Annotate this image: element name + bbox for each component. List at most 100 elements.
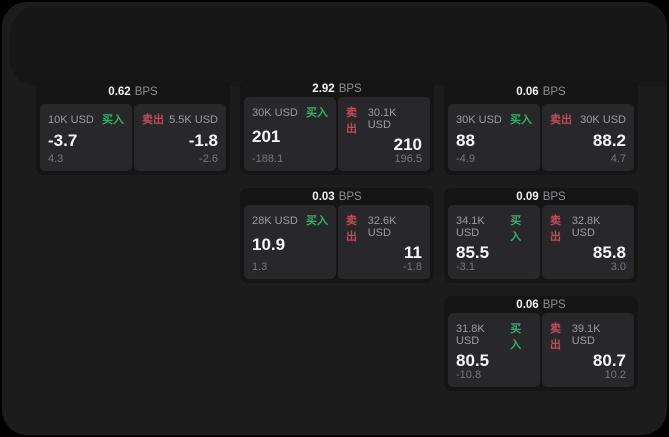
spread-header: 0.62 BPS xyxy=(36,80,230,104)
buy-tile-top: 30K USD 买入 xyxy=(252,104,328,120)
quote-panes: 30K USD 买入 88 -4.9 卖出 30K USD 88.2 4.7 xyxy=(444,104,638,175)
spread-unit: BPS xyxy=(338,82,362,95)
sell-tile-top: 卖出 30.1K USD xyxy=(346,104,422,136)
sell-price: 80.7 xyxy=(592,351,626,370)
sell-quote-tile[interactable]: 卖出 32.6K USD 11 -1.8 xyxy=(338,205,430,279)
spread-unit: BPS xyxy=(542,190,566,203)
sell-side-label: 卖出 xyxy=(550,114,572,126)
quote-card: 0.62 BPS 10K USD 买入 -3.7 4.3 卖出 5.5K USD… xyxy=(36,80,230,175)
buy-change: -10.8 xyxy=(456,369,482,381)
quote-card: 2.92 BPS 30K USD 买入 201 -188.1 卖出 30.1K … xyxy=(240,80,434,175)
buy-change: 1.3 xyxy=(252,261,268,273)
quote-card: 0.06 BPS 30K USD 买入 88 -4.9 卖出 30K USD 8… xyxy=(444,80,638,175)
spread-value: 2.92 xyxy=(312,82,335,95)
spread-unit: BPS xyxy=(338,190,362,203)
sell-side-label: 卖出 xyxy=(346,107,357,135)
buy-notional: 10K USD xyxy=(48,114,94,126)
buy-tile-top: 10K USD 买入 xyxy=(48,111,124,127)
sell-notional: 5.5K USD xyxy=(169,114,218,126)
buy-quote-tile[interactable]: 10K USD 买入 -3.7 4.3 xyxy=(40,104,132,171)
spread-value: 0.06 xyxy=(516,86,539,98)
spread-header: 0.06 BPS xyxy=(444,80,638,104)
buy-price: 85.5 xyxy=(456,243,490,262)
sell-change: -2.6 xyxy=(199,153,218,165)
quote-panes: 28K USD 买入 10.9 1.3 卖出 32.6K USD 11 -1.8 xyxy=(240,205,434,283)
buy-price: 80.5 xyxy=(456,351,490,370)
spread-header: 0.09 BPS xyxy=(444,188,638,205)
sell-price: 88.2 xyxy=(592,130,626,150)
buy-quote-tile[interactable]: 31.8K USD 买入 80.5 -10.8 xyxy=(448,313,540,387)
buy-change: -4.9 xyxy=(456,153,475,165)
buy-price: 88 xyxy=(456,130,475,150)
sell-tile-top: 卖出 30K USD xyxy=(550,111,626,127)
sell-tile-top: 卖出 32.8K USD xyxy=(550,212,626,244)
spread-value: 0.09 xyxy=(516,190,539,203)
spread-value: 0.06 xyxy=(516,298,539,311)
sell-notional: 30K USD xyxy=(580,114,626,126)
sell-notional: 32.6K USD xyxy=(367,215,397,239)
sell-change: 10.2 xyxy=(604,369,626,381)
spread-header: 2.92 BPS xyxy=(240,80,434,97)
sell-side-label: 卖出 xyxy=(550,215,561,243)
buy-tile-top: 30K USD 买入 xyxy=(456,111,532,127)
quote-panes: 10K USD 买入 -3.7 4.3 卖出 5.5K USD -1.8 -2.… xyxy=(36,104,230,175)
sell-quote-tile[interactable]: 卖出 30.1K USD 210 196.5 xyxy=(338,97,430,171)
quote-panes: 34.1K USD 买入 85.5 -3.1 卖出 32.8K USD 85.8… xyxy=(444,205,638,283)
spread-value: 0.03 xyxy=(312,190,335,203)
quote-card: 0.06 BPS 31.8K USD 买入 80.5 -10.8 卖出 39.1… xyxy=(444,296,638,391)
sell-tile-top: 卖出 39.1K USD xyxy=(550,320,626,352)
sell-notional: 39.1K USD xyxy=(571,323,601,347)
buy-quote-tile[interactable]: 28K USD 买入 10.9 1.3 xyxy=(244,205,336,279)
buy-side-label: 买入 xyxy=(510,323,522,351)
sell-price: 210 xyxy=(393,135,422,154)
buy-quote-tile[interactable]: 30K USD 买入 88 -4.9 xyxy=(448,104,540,171)
buy-side-label: 买入 xyxy=(306,215,328,227)
buy-notional: 30K USD xyxy=(456,114,502,126)
spread-unit: BPS xyxy=(134,86,158,98)
buy-side-label: 买入 xyxy=(510,114,532,126)
sell-notional: 32.8K USD xyxy=(571,215,601,239)
buy-price: 10.9 xyxy=(252,235,286,254)
sell-quote-tile[interactable]: 卖出 30K USD 88.2 4.7 xyxy=(542,104,634,171)
spread-header: 0.06 BPS xyxy=(444,296,638,313)
spread-value: 0.62 xyxy=(108,86,131,98)
sell-tile-top: 卖出 5.5K USD xyxy=(142,111,218,127)
sell-quote-tile[interactable]: 卖出 39.1K USD 80.7 10.2 xyxy=(542,313,634,387)
quote-panes: 31.8K USD 买入 80.5 -10.8 卖出 39.1K USD 80.… xyxy=(444,313,638,391)
spread-unit: BPS xyxy=(542,86,566,98)
top-shade xyxy=(10,6,667,86)
sell-price: 85.8 xyxy=(592,243,626,262)
sell-change: 196.5 xyxy=(394,153,422,165)
buy-tile-top: 28K USD 买入 xyxy=(252,212,328,228)
sell-price: 11 xyxy=(404,243,422,262)
sell-quote-tile[interactable]: 卖出 5.5K USD -1.8 -2.6 xyxy=(134,104,226,171)
buy-price: 201 xyxy=(252,127,281,146)
sell-price: -1.8 xyxy=(188,130,218,150)
buy-quote-tile[interactable]: 30K USD 买入 201 -188.1 xyxy=(244,97,336,171)
buy-notional: 28K USD xyxy=(252,215,298,227)
spread-unit: BPS xyxy=(542,298,566,311)
buy-price: -3.7 xyxy=(48,130,78,150)
sell-notional: 30.1K USD xyxy=(367,107,397,131)
buy-tile-top: 34.1K USD 买入 xyxy=(456,212,532,244)
spread-header: 0.03 BPS xyxy=(240,188,434,205)
quote-panes: 30K USD 买入 201 -188.1 卖出 30.1K USD 210 1… xyxy=(240,97,434,175)
buy-change: -188.1 xyxy=(252,153,284,165)
sell-change: -1.8 xyxy=(403,261,422,273)
quote-card: 0.09 BPS 34.1K USD 买入 85.5 -3.1 卖出 32.8K… xyxy=(444,188,638,283)
buy-side-label: 买入 xyxy=(306,107,328,119)
buy-notional: 30K USD xyxy=(252,107,298,119)
sell-quote-tile[interactable]: 卖出 32.8K USD 85.8 3.0 xyxy=(542,205,634,279)
sell-change: 3.0 xyxy=(610,261,626,273)
buy-tile-top: 31.8K USD 买入 xyxy=(456,320,532,352)
buy-change: -3.1 xyxy=(456,261,475,273)
buy-change: 4.3 xyxy=(48,153,64,165)
sell-side-label: 卖出 xyxy=(142,114,164,126)
sell-side-label: 卖出 xyxy=(346,215,357,243)
quote-card: 0.03 BPS 28K USD 买入 10.9 1.3 卖出 32.6K US… xyxy=(240,188,434,283)
buy-side-label: 买入 xyxy=(510,215,522,243)
cards-grid: 0.62 BPS 10K USD 买入 -3.7 4.3 卖出 5.5K USD… xyxy=(36,80,638,391)
buy-quote-tile[interactable]: 34.1K USD 买入 85.5 -3.1 xyxy=(448,205,540,279)
